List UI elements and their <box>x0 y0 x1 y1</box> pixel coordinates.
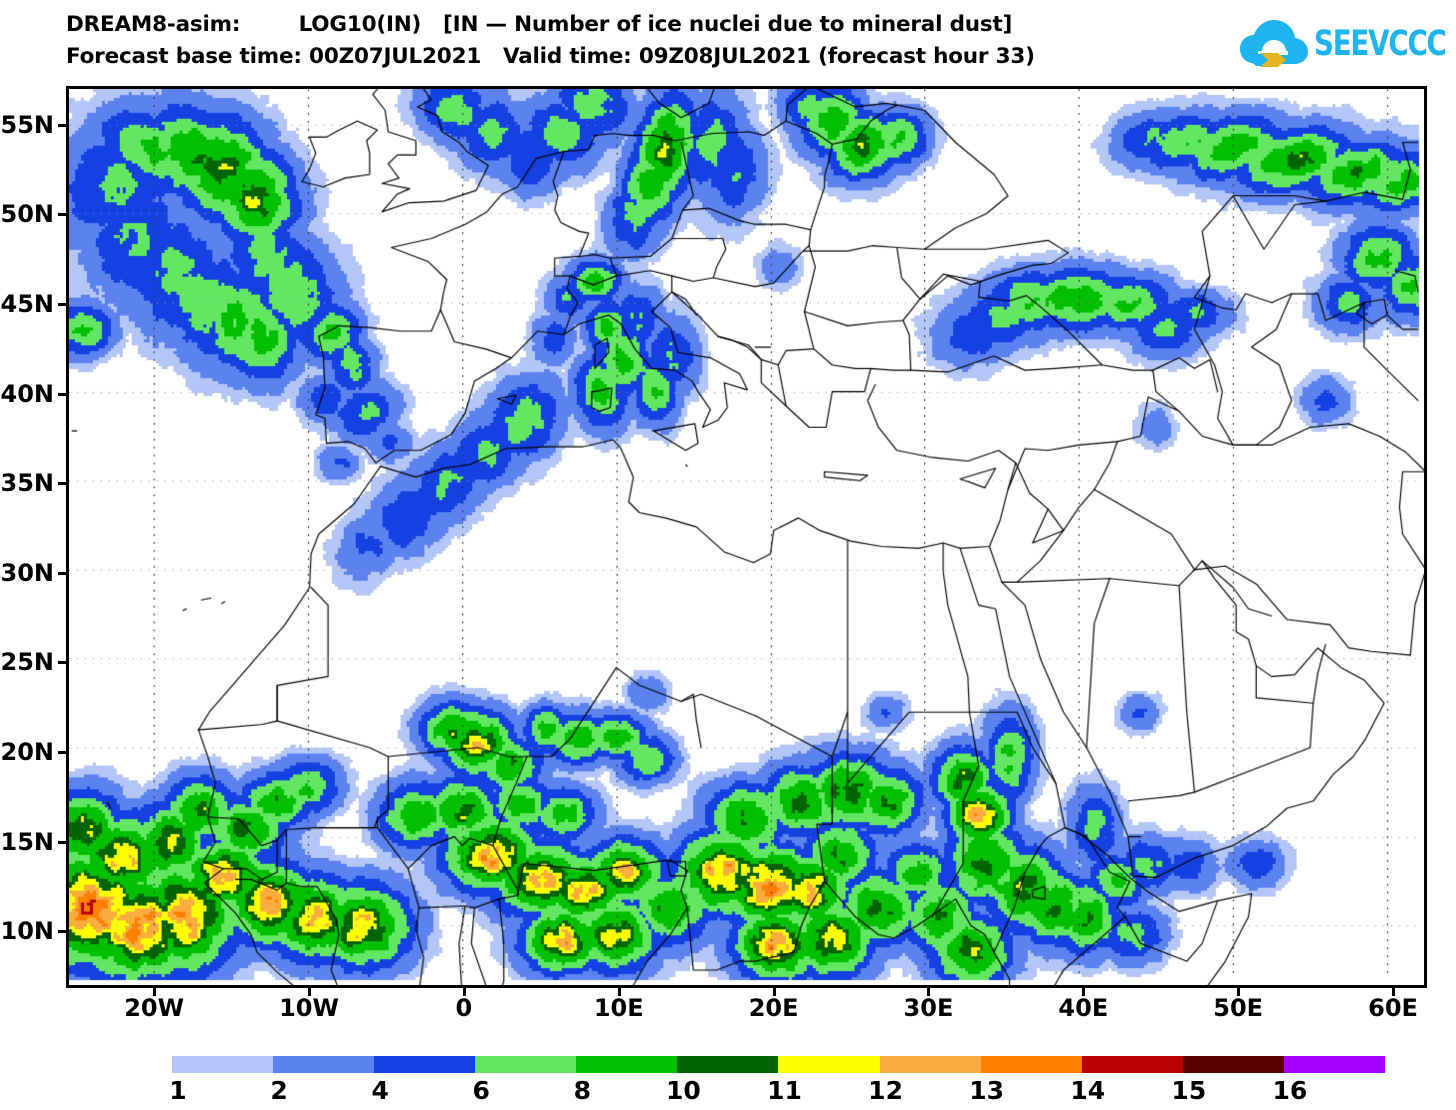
y-axis-tick-label: 30N <box>0 558 54 587</box>
colorbar-segment <box>475 1056 577 1073</box>
arrow-icon <box>1260 53 1286 67</box>
x-axis-tick-label: 30E <box>903 994 954 1022</box>
y-axis-tick-label: 15N <box>0 827 54 856</box>
colorbar-tick-label: 12 <box>868 1076 903 1105</box>
colorbar-segment <box>879 1056 981 1073</box>
x-axis-tick <box>1082 987 1086 996</box>
x-axis-tick-label: 0 <box>455 994 473 1022</box>
y-axis-tick <box>58 571 68 575</box>
colorbar-segment <box>374 1056 476 1073</box>
colorbar-segment <box>1182 1056 1284 1073</box>
y-axis-tick <box>58 392 68 396</box>
y-axis-tick <box>58 303 68 307</box>
y-axis-tick <box>58 751 68 755</box>
colorbar-segment <box>273 1056 375 1073</box>
colorbar-tick-label: 4 <box>371 1076 389 1105</box>
colorbar-tick-label: 11 <box>767 1076 802 1105</box>
y-axis-tick <box>58 840 68 844</box>
colorbar-segment <box>677 1056 779 1073</box>
map-plot-area <box>66 86 1427 988</box>
y-axis-tick <box>58 482 68 486</box>
y-axis-tick <box>58 930 68 934</box>
cloud-icon <box>1240 20 1308 67</box>
colorbar-segment <box>980 1056 1082 1073</box>
y-axis-tick-label: 45N <box>0 290 54 319</box>
header-time-line: Forecast base time: 00Z07JUL2021 Valid t… <box>66 44 1035 69</box>
x-axis-tick <box>462 987 466 996</box>
x-axis-tick-label: 50E <box>1213 994 1264 1022</box>
colorbar-tick-labels: 1 2 4 6 8 10 11 12 13 14 15 16 <box>0 1076 1456 1110</box>
y-axis-tick-label: 50N <box>0 200 54 229</box>
x-axis-tick <box>308 987 312 996</box>
dust-concentration-heatmap <box>69 89 1424 985</box>
header-title-line: DREAM8-asim: LOG10(IN) [IN — Number of i… <box>66 12 1013 37</box>
x-axis-tick <box>153 987 157 996</box>
x-axis-tick <box>1237 987 1241 996</box>
colorbar-tick-label: 6 <box>472 1076 490 1105</box>
colorbar-tick-label: 16 <box>1272 1076 1308 1105</box>
colorbar <box>172 1056 1385 1073</box>
x-axis-tick-label: 10E <box>593 994 644 1022</box>
colorbar-tick-label: 13 <box>969 1076 1005 1105</box>
y-axis-tick-label: 25N <box>0 648 54 677</box>
colorbar-tick-label: 10 <box>666 1076 701 1105</box>
x-axis-tick <box>772 987 776 996</box>
y-axis-tick <box>58 661 68 665</box>
x-axis-tick-label: 20E <box>748 994 799 1022</box>
y-axis-tick-label: 55N <box>0 110 54 139</box>
x-axis-tick <box>927 987 931 996</box>
x-axis-tick-label: 10W <box>279 994 339 1022</box>
x-axis-tick <box>1392 987 1396 996</box>
colorbar-tick-label: 15 <box>1171 1076 1207 1105</box>
colorbar-segment <box>576 1056 678 1073</box>
colorbar-tick-label: 8 <box>573 1076 592 1105</box>
logo-text: SEEVCCC <box>1314 24 1447 64</box>
y-axis-tick-label: 20N <box>0 738 54 767</box>
colorbar-segment <box>1283 1056 1385 1073</box>
seevccc-logo: SEEVCCC <box>1238 18 1447 70</box>
y-axis-tick <box>58 123 68 127</box>
y-axis-tick-label: 40N <box>0 379 54 408</box>
colorbar-tick-label: 14 <box>1070 1076 1106 1105</box>
y-axis-tick <box>58 213 68 217</box>
x-axis-tick-label: 20W <box>124 994 185 1022</box>
colorbar-tick-label: 2 <box>270 1076 288 1105</box>
colorbar-segment <box>1081 1056 1183 1073</box>
colorbar-segment <box>172 1056 274 1073</box>
colorbar-tick-label: 1 <box>169 1076 187 1105</box>
colorbar-segment <box>778 1056 880 1073</box>
x-axis-tick <box>617 987 621 996</box>
x-axis-tick-label: 60E <box>1368 994 1418 1022</box>
y-axis-tick-label: 35N <box>0 469 54 498</box>
chart-header: DREAM8-asim: LOG10(IN) [IN — Number of i… <box>0 0 1456 80</box>
y-axis-tick-label: 10N <box>0 917 54 946</box>
x-axis-tick-label: 40E <box>1058 994 1109 1022</box>
